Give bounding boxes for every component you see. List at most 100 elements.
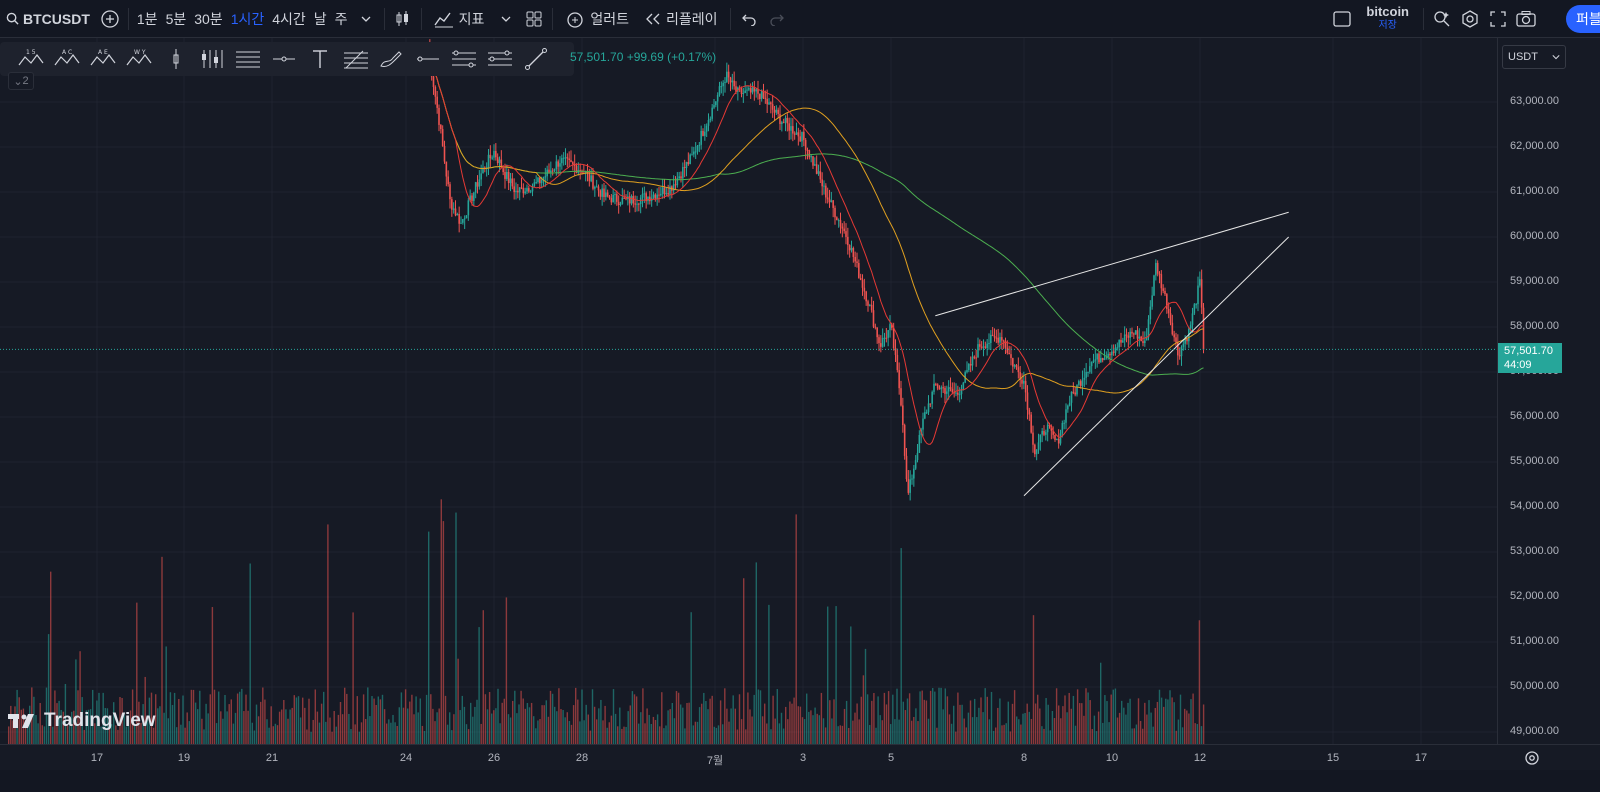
chart-settings-gear-icon[interactable] <box>1520 746 1544 770</box>
tradingview-logo[interactable]: TradingView <box>8 710 156 732</box>
trendline[interactable] <box>935 211 1289 317</box>
candle-body <box>540 179 543 184</box>
volume-bar <box>253 730 256 744</box>
trendline[interactable] <box>1023 236 1290 497</box>
currency-select[interactable]: USDT <box>1502 45 1566 69</box>
time-axis[interactable]: 17 19 21 24 26 28 7월 3 5 8 10 12 15 17 <box>0 744 1600 770</box>
cursor-tick-icon[interactable] <box>158 42 194 76</box>
volume-bar <box>738 694 741 744</box>
volume-bar <box>686 702 688 744</box>
volume-bar <box>371 696 373 744</box>
volume-bar <box>887 691 890 744</box>
timeframe-1h[interactable]: 1시간 <box>230 10 265 27</box>
candle-body <box>894 348 897 355</box>
candle-body <box>1122 340 1124 343</box>
trend-line-icon[interactable] <box>518 42 554 76</box>
volume-bar <box>862 675 865 744</box>
candle-body <box>672 184 675 191</box>
pattern-ae-icon[interactable]: A E <box>86 42 122 76</box>
price-chart[interactable] <box>0 38 1497 744</box>
volume-bar <box>1066 712 1068 744</box>
volume-bar <box>47 634 50 744</box>
volume-bar <box>98 692 100 744</box>
volume-bar <box>117 729 119 744</box>
pattern-wy-icon[interactable]: W Y <box>122 42 158 76</box>
candle-body <box>522 187 525 194</box>
chevron-down-icon[interactable] <box>352 5 380 33</box>
timeframe-1m[interactable]: 1분 <box>136 10 158 27</box>
redo-icon[interactable] <box>763 5 791 33</box>
candle-body <box>898 370 900 389</box>
indicators-button[interactable]: 지표 <box>426 9 493 29</box>
candle-body <box>542 177 545 180</box>
candle-body <box>588 173 591 182</box>
templates-grid-icon[interactable] <box>520 5 548 33</box>
timeframe-4h[interactable]: 4시간 <box>272 10 306 27</box>
candle-body <box>1085 372 1087 378</box>
volume-bar <box>1011 703 1014 744</box>
camera-icon[interactable] <box>1512 5 1540 33</box>
settings-gear-icon[interactable] <box>1456 5 1484 33</box>
lines-icon[interactable] <box>230 42 266 76</box>
volume-bar <box>165 646 167 744</box>
volume-bar <box>904 710 907 744</box>
volume-bar <box>558 688 560 744</box>
volume-bar <box>312 719 314 744</box>
candle-body <box>469 195 471 201</box>
candle-body <box>1068 402 1071 406</box>
candle-body <box>495 150 497 158</box>
candle-body <box>830 200 833 203</box>
timeframe-30m[interactable]: 30분 <box>194 10 223 27</box>
price-scale[interactable] <box>1497 38 1600 744</box>
last-price-badge: 57,501.70 44:09 <box>1498 343 1562 373</box>
undo-icon[interactable] <box>735 5 763 33</box>
volume-bar <box>959 704 961 744</box>
replay-button[interactable]: 리플레이 <box>637 9 726 29</box>
quick-search-icon[interactable] <box>1428 5 1456 33</box>
candle-body <box>1070 391 1073 403</box>
chevron-down-icon[interactable] <box>492 5 520 33</box>
fib-icon[interactable] <box>338 42 374 76</box>
candle-body <box>564 157 567 159</box>
volume-bar <box>249 563 251 744</box>
volume-bar <box>89 709 92 744</box>
candles-chart-type-icon[interactable] <box>389 5 417 33</box>
layout-name-button[interactable]: bitcoin 저장 <box>1356 4 1419 33</box>
timeframe-5m[interactable]: 5분 <box>165 10 187 27</box>
fullscreen-icon[interactable] <box>1484 5 1512 33</box>
pattern-15-icon[interactable]: 1 5 <box>14 42 50 76</box>
layout-square-icon[interactable] <box>1328 5 1356 33</box>
pattern-ac-icon[interactable]: A C <box>50 42 86 76</box>
volume-bar <box>715 727 718 744</box>
brush-icon[interactable] <box>374 42 410 76</box>
timeframe-day[interactable]: 날 <box>313 10 327 27</box>
parallel-lines-icon[interactable] <box>446 42 482 76</box>
candle-body <box>845 231 847 237</box>
bars-icon[interactable] <box>194 42 230 76</box>
volume-bar <box>801 717 804 744</box>
compare-symbol-plus-icon[interactable] <box>96 5 124 33</box>
volume-bar <box>589 730 592 744</box>
regression-icon[interactable] <box>482 42 518 76</box>
ma-slow-line <box>427 47 1204 376</box>
candle-body <box>817 171 820 174</box>
timeframe-week[interactable]: 주 <box>334 10 348 27</box>
publish-button[interactable]: 퍼블 <box>1566 4 1600 33</box>
text-icon[interactable] <box>302 42 338 76</box>
volume-bar <box>822 718 825 744</box>
symbol-search-button[interactable]: BTCUSDT <box>0 0 96 38</box>
volume-bar <box>999 698 1001 744</box>
volume-bar <box>211 607 214 744</box>
horizontal-ray-icon[interactable] <box>266 42 302 76</box>
volume-bar <box>108 719 111 744</box>
candle-body <box>925 412 928 414</box>
candle-body <box>715 101 717 106</box>
ray-icon[interactable] <box>410 42 446 76</box>
alert-button[interactable]: 얼러트 <box>557 9 637 29</box>
candle-body <box>1123 334 1126 341</box>
volume-bar <box>146 716 148 744</box>
legend-collapse-button[interactable]: ⌄ 2 <box>8 72 34 90</box>
volume-bar <box>1041 726 1043 744</box>
volume-bar <box>50 571 52 744</box>
volume-bar <box>955 731 957 744</box>
